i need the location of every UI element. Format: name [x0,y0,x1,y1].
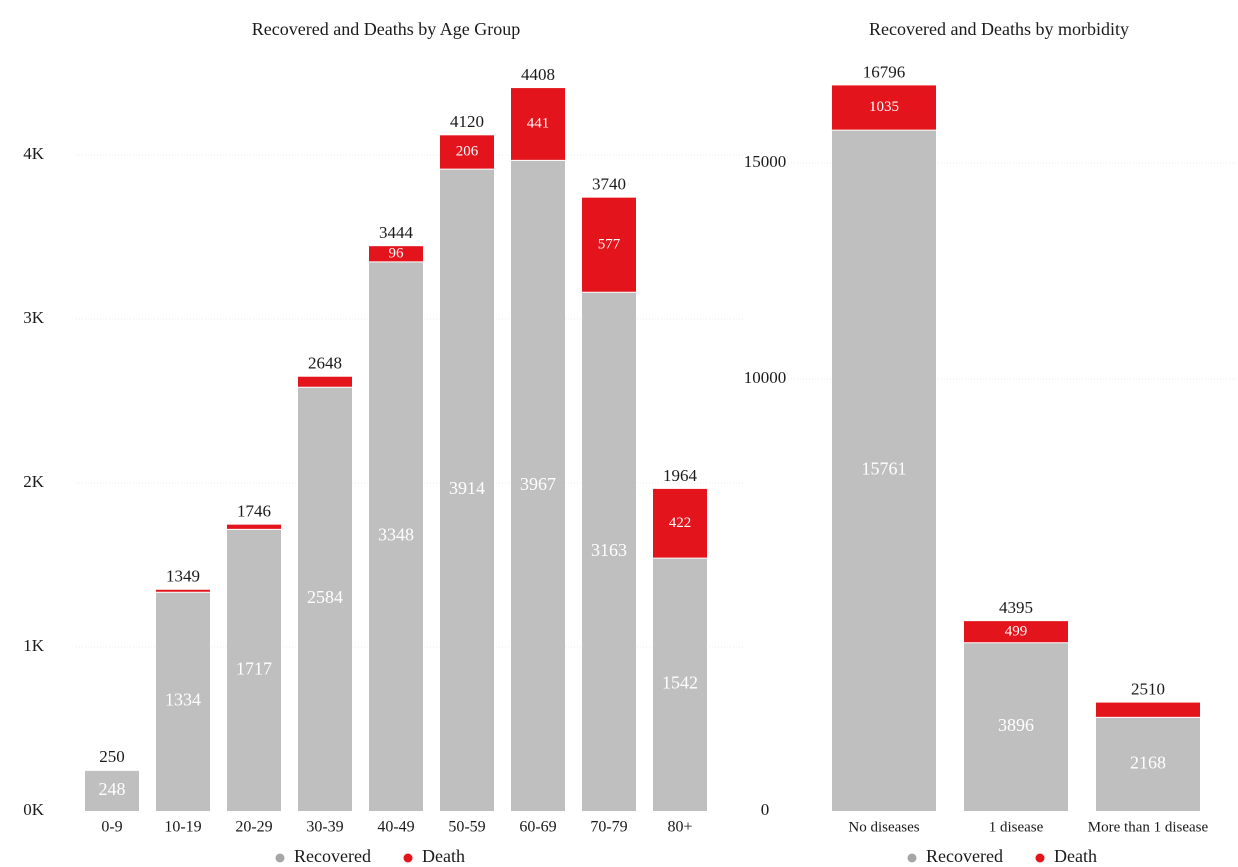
bar-recovered [582,292,636,811]
category-label-age: 50-59 [448,819,485,836]
category-label-age: 80+ [667,819,692,836]
death-value-label: 1035 [869,99,899,115]
y-tick-label: 1K [23,636,45,655]
recovered-value-label: 1542 [662,673,698,693]
recovered-value-label: 2584 [307,587,343,607]
bar-death [582,197,636,293]
bar-death [440,135,494,170]
bar-death [511,88,565,161]
recovered-value-label: 2168 [1130,752,1166,772]
total-value-label: 16796 [863,62,906,81]
category-label-age: 60-69 [519,819,556,836]
bar-recovered [369,261,423,812]
bar-recovered [832,130,936,811]
y-tick-label: 4K [23,144,45,163]
bar-recovered [227,529,281,811]
total-value-label: 3740 [592,175,626,194]
recovered-value-label: 3163 [591,540,627,560]
death-value-label: 96 [389,245,405,261]
bar-recovered [511,160,565,812]
legend-death-label: Death [422,846,465,866]
total-value-label: 2648 [308,354,342,373]
chart-title: Recovered and Deaths by Age Group [252,19,520,39]
y-tick-label: 0 [761,800,770,819]
category-label-morbidity: More than 1 disease [1088,819,1209,835]
bar-recovered [85,770,139,811]
legend-recovered-label: Recovered [294,846,371,866]
death-value-label: 577 [598,236,621,252]
total-value-label: 4395 [999,598,1033,617]
recovered-value-label: 3348 [378,525,414,545]
total-value-label: 250 [99,747,125,766]
recovered-value-label: 248 [99,779,126,799]
y-tick-label: 2K [23,472,45,491]
total-value-label: 1349 [166,567,200,586]
legend-recovered-marker [275,853,285,863]
bar-death [964,621,1068,643]
total-value-label: 1964 [663,466,698,485]
bar-recovered [1096,717,1200,811]
y-tick-label: 15000 [744,152,787,171]
legend-recovered-marker [907,853,917,863]
recovered-value-label: 1334 [165,690,201,710]
recovered-value-label: 3896 [998,715,1034,735]
bar-death [653,488,707,559]
y-tick-label: 0K [23,800,45,819]
bar-death [1096,702,1200,718]
y-tick-label: 3K [23,308,45,327]
category-label-morbidity: No diseases [848,819,919,835]
total-value-label: 1746 [237,502,271,521]
death-value-label: 422 [669,515,692,531]
total-value-label: 2510 [1131,679,1165,698]
bar-death [298,376,352,388]
recovered-value-label: 3967 [520,474,556,494]
recovered-value-label: 3914 [449,478,485,498]
bar-recovered [440,169,494,811]
bar-recovered [156,592,210,811]
legend-death-marker [1035,853,1045,863]
total-value-label: 4120 [450,112,484,131]
death-value-label: 206 [456,144,479,160]
category-label-age: 40-49 [377,819,414,836]
bar-death [227,524,281,530]
category-label-age: 70-79 [590,819,627,836]
death-value-label: 441 [527,116,550,132]
category-label-age: 30-39 [306,819,343,836]
recovered-value-label: 15761 [862,459,907,479]
chart-title: Recovered and Deaths by morbidity [869,19,1129,39]
category-label-morbidity: 1 disease [989,819,1044,835]
legend-death-marker [403,853,413,863]
total-value-label: 4408 [521,65,555,84]
bar-death [369,246,423,262]
category-label-age: 10-19 [164,819,201,836]
total-value-label: 3444 [379,223,414,242]
bar-death [156,589,210,593]
death-value-label: 499 [1005,623,1028,639]
bar-death [832,85,936,131]
y-tick-label: 10000 [744,368,787,387]
category-label-age: 20-29 [235,819,272,836]
legend-death-label: Death [1054,846,1097,866]
legend-recovered-label: Recovered [926,846,1003,866]
recovered-value-label: 1717 [236,658,272,678]
bar-recovered [653,558,707,811]
category-label-age: 0-9 [101,819,122,836]
bar-recovered [964,642,1068,811]
bar-recovered [298,387,352,811]
